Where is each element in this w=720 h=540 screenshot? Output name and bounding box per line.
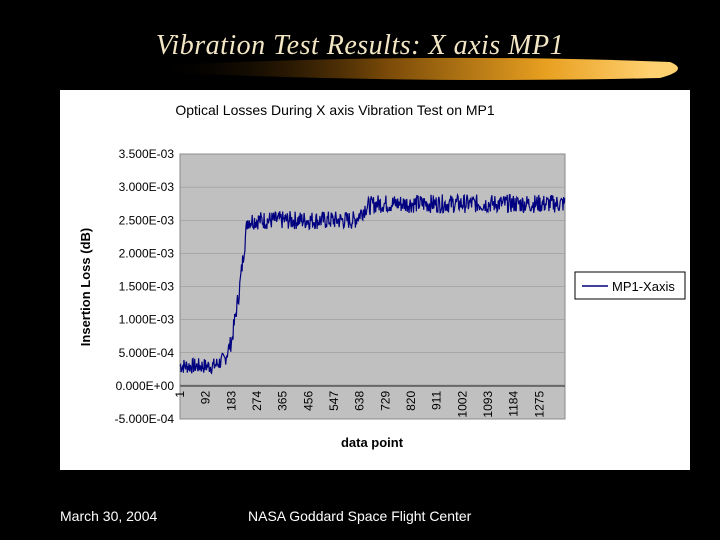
x-tick-label: 911 bbox=[430, 391, 444, 410]
chart: Optical Losses During X axis Vibration T… bbox=[78, 102, 686, 450]
series-line-mp1-xaxis bbox=[179, 192, 566, 375]
x-tick-label: 1275 bbox=[532, 391, 546, 418]
y-tick-label: 3.000E-03 bbox=[119, 180, 175, 194]
x-tick-label: 820 bbox=[404, 391, 418, 411]
y-axis-label: Insertion Loss (dB) bbox=[78, 228, 93, 346]
y-axis-ticks: 3.500E-03 3.000E-03 2.500E-03 2.000E-03 1.50… bbox=[115, 147, 175, 426]
x-axis-label: data point bbox=[341, 435, 404, 450]
x-tick-label: 274 bbox=[250, 391, 264, 411]
footer-date: March 30, 2004 bbox=[60, 508, 158, 524]
x-tick-label: 638 bbox=[353, 391, 367, 411]
y-tick-label: 3.500E-03 bbox=[119, 147, 175, 161]
x-tick-label: 1184 bbox=[507, 391, 521, 417]
slide-title: Vibration Test Results: X axis MP1 bbox=[155, 30, 565, 61]
x-tick-label: 729 bbox=[378, 391, 392, 411]
y-tick-label: 5.000E-04 bbox=[119, 346, 175, 360]
x-tick-label: 1002 bbox=[455, 391, 469, 418]
title-swoosh-decoration bbox=[150, 57, 678, 80]
legend-label: MP1-Xaxis bbox=[612, 279, 675, 294]
footer-organization: NASA Goddard Space Flight Center bbox=[248, 508, 472, 524]
x-tick-label: 365 bbox=[276, 391, 290, 411]
x-tick-label: 547 bbox=[327, 391, 341, 411]
legend: MP1-Xaxis bbox=[574, 271, 686, 300]
x-tick-label: 1 bbox=[173, 391, 187, 398]
y-tick-label: 2.500E-03 bbox=[119, 213, 175, 227]
chart-panel: Optical Losses During X axis Vibration T… bbox=[60, 90, 690, 470]
x-tick-label: 183 bbox=[224, 391, 238, 411]
y-tick-label: 1.500E-03 bbox=[119, 280, 175, 294]
y-tick-label: 0.000E+00 bbox=[116, 379, 175, 393]
y-tick-label: 2.000E-03 bbox=[119, 246, 175, 260]
y-tick-label: -5.000E-04 bbox=[115, 412, 175, 426]
y-tick-label: 1.000E-03 bbox=[119, 313, 175, 327]
x-tick-label: 1093 bbox=[481, 391, 495, 418]
x-axis-ticks: 1 92 183 274 365 456 547 638 729 820 911 1002 1093 11… bbox=[173, 391, 546, 418]
x-tick-label: 456 bbox=[301, 391, 315, 411]
chart-title: Optical Losses During X axis Vibration T… bbox=[175, 102, 495, 118]
x-tick-label: 92 bbox=[199, 391, 213, 405]
